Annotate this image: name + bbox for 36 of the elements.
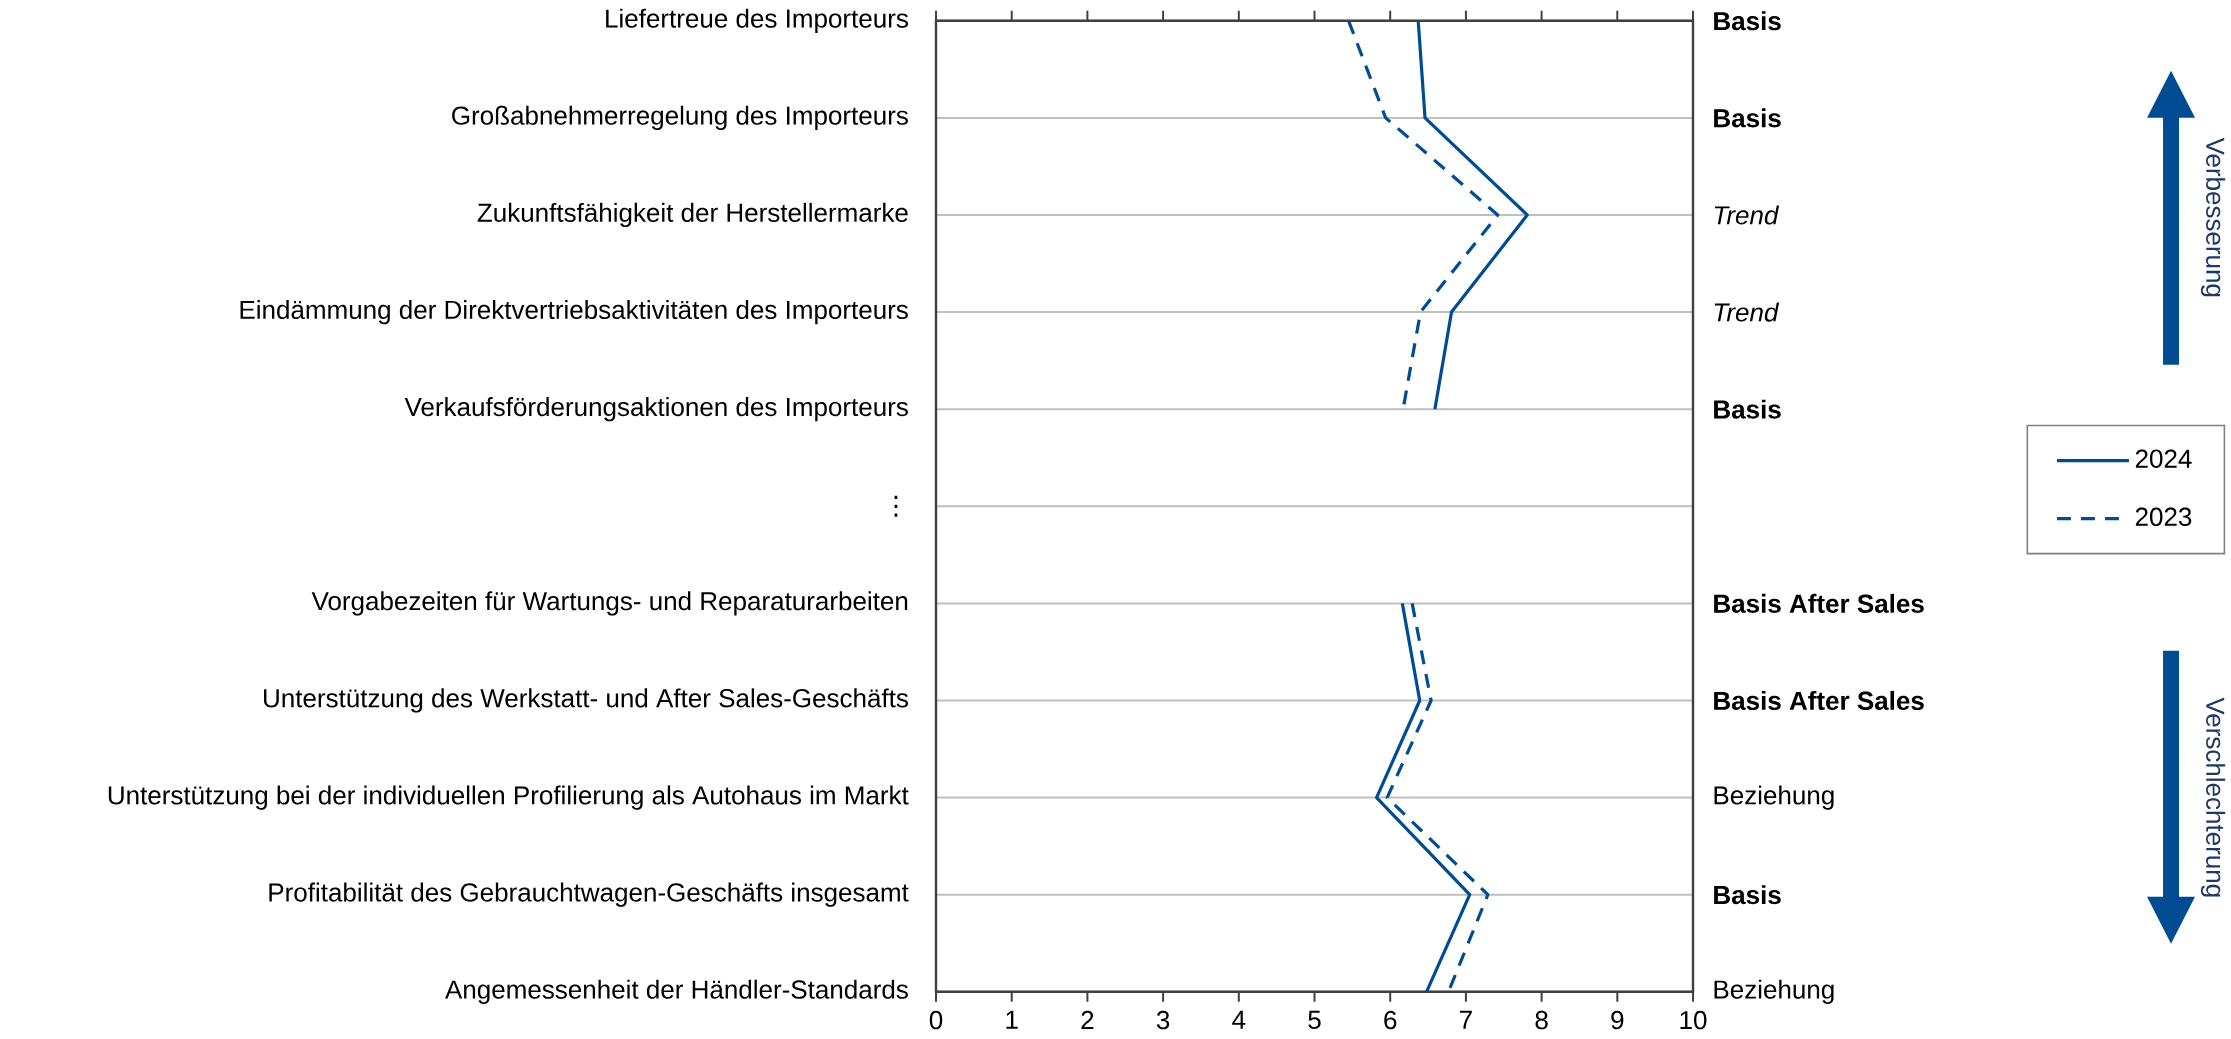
y2-tick-label: Basis After Sales xyxy=(1714,593,1924,614)
y-tick-label: ⋮ xyxy=(894,495,898,517)
y-tick-label: Liefertreue des Importeurs xyxy=(606,8,908,34)
x-tick-label: 3 xyxy=(1156,1010,1170,1030)
y2-tick-label: Trend xyxy=(1714,302,1780,322)
x-tick-label: 10 xyxy=(1680,1010,1707,1030)
x-tick-label: 1 xyxy=(1006,1010,1018,1029)
y-tick-label: Verkaufsförderungsaktionen des Importeurs xyxy=(404,397,908,422)
text: Verschlechterung xyxy=(2200,697,2226,897)
y2-tick-label: Basis xyxy=(1714,108,1781,128)
y-tick-label: Eindämmung der Direktvertriebsaktivitäten des Importeurs xyxy=(240,300,908,325)
y-tick-label: Zukunftsfähigkeit der Herstellermarke xyxy=(477,202,908,228)
x-tick-label: 7 xyxy=(1460,1010,1472,1029)
x-tick-label: 8 xyxy=(1535,1010,1548,1030)
legend-label: 2023 xyxy=(2135,507,2192,527)
y2-tick-label: Basis After Sales xyxy=(1714,691,1924,711)
text: Verbesserung xyxy=(2200,137,2226,297)
x-tick-label: 9 xyxy=(1611,1010,1624,1030)
y-tick-label: Angemessenheit der Händler-Standards xyxy=(445,979,908,1005)
x-tick-label: 5 xyxy=(1308,1010,1321,1030)
y-tick-label: Vorgabezeiten für Wartungs- und Reparaturarbeiten xyxy=(311,591,908,616)
x-tick-label: 4 xyxy=(1232,1010,1246,1029)
y2-tick-label: Beziehung xyxy=(1714,785,1834,810)
y2-tick-label: Basis xyxy=(1714,399,1781,419)
y2-tick-label: Basis xyxy=(1714,885,1781,905)
y-tick-label: Profitabilität des Gebrauchtwagen-Geschäfts insgesamt xyxy=(269,882,909,907)
x-tick-label: 2 xyxy=(1081,1010,1094,1030)
legend-label: 2024 xyxy=(2135,449,2192,469)
y-tick-label: Großabnehmerregelung des Importeurs xyxy=(452,105,908,131)
y2-tick-label: Basis xyxy=(1714,11,1781,31)
y-tick-label: Unterstützung des Werkstatt- und After Sales-Geschäfts xyxy=(264,688,908,713)
y2-tick-label: Trend xyxy=(1714,205,1780,225)
y2-tick-label: Beziehung xyxy=(1714,979,1834,1005)
x-tick-label: 0 xyxy=(929,1010,943,1030)
x-tick-label: 6 xyxy=(1384,1010,1397,1030)
y-tick-label: Unterstützung bei der individuellen Profilierung als Autohaus im Markt xyxy=(108,785,909,810)
